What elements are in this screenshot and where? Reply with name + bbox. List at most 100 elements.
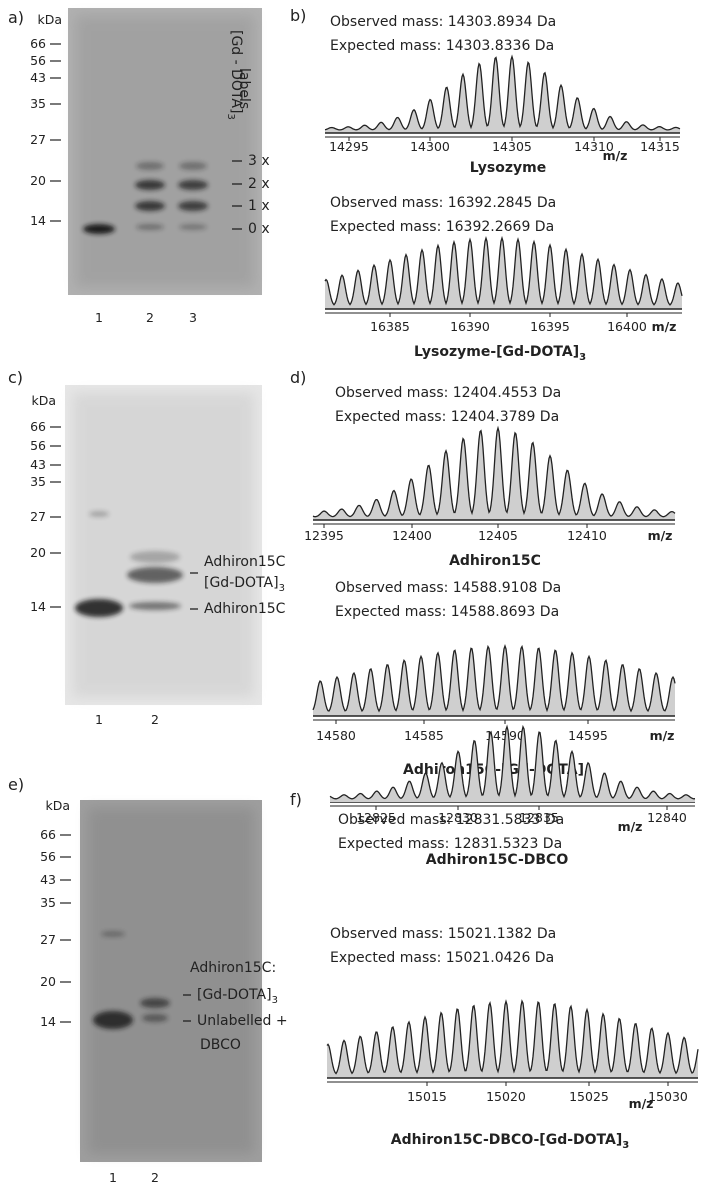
tick-label-main: 14595: [568, 728, 608, 743]
marker-label-main: 20: [40, 974, 56, 989]
lane-label: 3: [189, 310, 197, 325]
marker-label: 14: [30, 599, 46, 614]
band: [93, 1011, 133, 1029]
spectrum-name: Lysozyme-[Gd-DOTA]3: [414, 344, 586, 363]
marker-label-main: 35: [40, 895, 56, 910]
lane-label-main: 3: [189, 310, 197, 325]
tick-label-main: 14310: [574, 139, 614, 154]
tick-label: 14595: [568, 728, 608, 743]
marker-label-main: 43: [30, 70, 46, 85]
marker-label: 56: [40, 849, 56, 864]
band-label-main: [Gd-DOTA]: [197, 987, 272, 1003]
observed-mass-main: Observed mass: 12404.4553 Da: [335, 385, 561, 401]
spectrum-name: Adhiron15C: [449, 553, 541, 569]
marker-label: 14: [30, 213, 46, 228]
band-label: [Gd-DOTA]3: [204, 575, 285, 594]
tick-label-main: 12840: [647, 810, 687, 825]
marker-label: 27: [30, 132, 46, 147]
spectrum-name-main: Lysozyme-[Gd-DOTA]: [414, 344, 579, 360]
tick-label: 15015: [407, 1089, 447, 1104]
unit-label: kDa: [45, 798, 70, 813]
band: [89, 511, 109, 517]
panel-label: e): [8, 775, 24, 794]
axis-unit-main: m/z: [618, 819, 643, 834]
tick-label: 12825: [356, 810, 396, 825]
tick-label: 16385: [370, 319, 410, 334]
panel-label-main: e): [8, 775, 24, 794]
band: [136, 162, 164, 170]
gel-shade: [73, 393, 254, 697]
tick-label-main: 14295: [329, 139, 369, 154]
spectrum-name: Lysozyme: [470, 160, 546, 176]
observed-mass: Observed mass: 16392.2845 Da: [330, 195, 556, 211]
band-label: Unlabelled +: [197, 1013, 288, 1029]
observed-mass-main: Observed mass: 14303.8934 Da: [330, 14, 556, 30]
marker-label-main: 66: [40, 827, 56, 842]
marker-label-main: 66: [30, 36, 46, 51]
band: [179, 162, 207, 170]
tick-label-main: 12825: [356, 810, 396, 825]
band-label: Adhiron15C:: [190, 960, 276, 976]
marker-label-main: 35: [30, 474, 46, 489]
axis-unit-main: m/z: [652, 319, 677, 334]
tick-label: 12835: [519, 810, 559, 825]
tick-label-main: 16400: [607, 319, 647, 334]
lane-label: 1: [109, 1170, 117, 1185]
tick-label: 14315: [640, 139, 680, 154]
band-label-main: [Gd-DOTA]: [204, 575, 279, 591]
tick-label-main: 15025: [569, 1089, 609, 1104]
spectrum-name-main: Adhiron15C-DBCO: [426, 852, 569, 868]
band-label-sub: 3: [279, 583, 285, 594]
marker-label: 35: [30, 96, 46, 111]
tick-label-main: 15015: [407, 1089, 447, 1104]
axis-unit-main: m/z: [603, 148, 628, 163]
lane-label-main: 1: [109, 1170, 117, 1185]
marker-label: 66: [30, 419, 46, 434]
band: [129, 602, 181, 610]
unit-label: kDa: [37, 12, 62, 27]
spectrum-name: Adhiron15C-DBCO-[Gd-DOTA]3: [391, 1132, 629, 1151]
spectrum-line: [326, 999, 699, 1075]
marker-label-main: 14: [30, 213, 46, 228]
band-label-main: 3 x: [248, 153, 270, 169]
band-label: [Gd-DOTA]3: [197, 987, 278, 1006]
spectrum-line: [312, 644, 676, 713]
expected-mass: Expected mass: 14588.8693 Da: [335, 604, 559, 620]
marker-label: 56: [30, 53, 46, 68]
unit-label-main: kDa: [45, 798, 70, 813]
band: [135, 180, 165, 190]
band: [127, 567, 183, 583]
panel-label-main: b): [290, 6, 306, 25]
axis-unit: m/z: [618, 819, 643, 834]
tick-label: 16395: [530, 319, 570, 334]
marker-label: 43: [40, 872, 56, 887]
marker-label-main: 56: [30, 438, 46, 453]
observed-mass: Observed mass: 12404.4553 Da: [335, 385, 561, 401]
expected-mass-main: Expected mass: 12831.5323 Da: [338, 836, 562, 852]
tick-label-main: 14580: [316, 728, 356, 743]
spectrum-name-main: Lysozyme: [470, 160, 546, 176]
side-title: [Gd - DOTA]3: [225, 30, 244, 120]
axis-unit-main: m/z: [629, 1096, 654, 1111]
expected-mass: Expected mass: 16392.2669 Da: [330, 219, 554, 235]
expected-mass-main: Expected mass: 15021.0426 Da: [330, 950, 554, 966]
spectrum-line: [324, 54, 681, 131]
observed-mass-main: Observed mass: 14588.9108 Da: [335, 580, 561, 596]
marker-label: 66: [40, 827, 56, 842]
band-label: 1 x: [248, 198, 270, 214]
panel-label: f): [290, 790, 302, 809]
tick-label-main: 14585: [404, 728, 444, 743]
expected-mass: Expected mass: 14303.8336 Da: [330, 38, 554, 54]
marker-label-main: 27: [30, 132, 46, 147]
expected-mass-main: Expected mass: 14588.8693 Da: [335, 604, 559, 620]
lane-label: 2: [146, 310, 154, 325]
axis-unit: m/z: [629, 1096, 654, 1111]
band-label: 0 x: [248, 221, 270, 237]
tick-label-main: 14300: [410, 139, 450, 154]
band: [178, 201, 208, 211]
tick-label: 12395: [304, 528, 344, 543]
marker-label-main: 20: [30, 545, 46, 560]
marker-label: 20: [30, 545, 46, 560]
lane-label-main: 1: [95, 712, 103, 727]
tick-label-main: 12410: [567, 528, 607, 543]
